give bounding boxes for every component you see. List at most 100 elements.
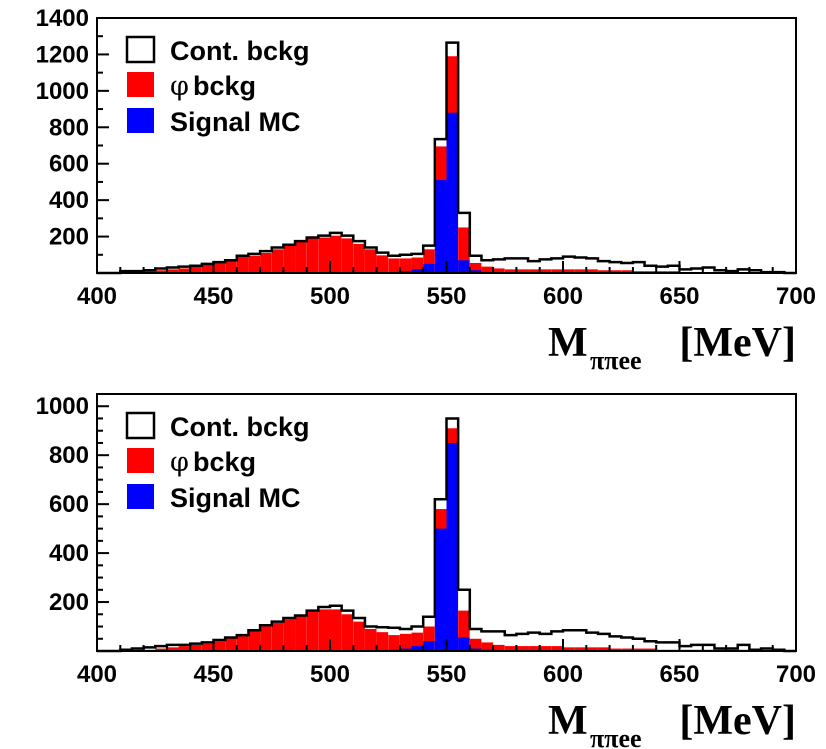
bar-cont-bckg [597,633,610,651]
legend-label: Signal MC [170,483,301,513]
bar-cont-bckg [551,258,563,273]
legend-label: bckg [193,447,256,477]
bar-cont-bckg [749,270,762,273]
x-axis-title-subscript: ππee [590,346,642,372]
legend-swatch [125,35,156,64]
y-tick-label: 600 [49,491,89,518]
y-tick-label: 600 [49,151,89,178]
legend-symbol-phi: φ [170,447,189,478]
legend-label: Cont. bckg [170,412,310,442]
bar-phi-bckg [609,648,622,651]
bar-phi-bckg [528,646,540,651]
bar-phi-bckg [539,646,552,651]
bar-phi-bckg [271,249,284,273]
x-tick-label: 500 [310,661,350,688]
bar-phi-bckg [493,644,505,651]
bar-phi-bckg [399,633,412,651]
bar-phi-bckg [423,626,435,651]
bar-cont-bckg [516,258,529,273]
bar-phi-bckg [364,249,377,273]
legend-swatch [127,108,154,133]
bar-cont-bckg [737,269,750,273]
bar-signal-mc [446,112,459,273]
bar-phi-bckg [155,648,167,651]
bar-signal-mc [423,263,435,273]
bar-signal-mc [469,270,482,273]
x-tick-label: 550 [426,283,466,310]
bar-cont-bckg [516,633,529,651]
bar-cont-bckg [597,261,610,273]
bar-cont-bckg [644,641,657,651]
bar-phi-bckg [166,647,179,651]
bar-phi-bckg [353,621,365,651]
bar-cont-bckg [481,631,494,651]
bar-phi-bckg [295,241,307,273]
bar-cont-bckg [528,261,540,273]
bar-phi-bckg [504,269,517,273]
bar-phi-bckg [283,619,296,651]
bar-phi-bckg [493,268,505,273]
x-tick-label: 400 [77,283,117,310]
bar-phi-bckg [376,632,389,651]
legend-swatch [127,484,154,509]
bar-cont-bckg [551,631,563,651]
bar-phi-bckg [563,269,575,273]
bar-phi-bckg [271,622,284,651]
bar-cont-bckg [714,270,727,273]
bar-cont-bckg [691,644,703,651]
y-tick-label: 1000 [36,393,89,420]
bar-cont-bckg [493,259,505,273]
bar-phi-bckg [621,270,633,273]
bar-cont-bckg [679,646,692,651]
bar-cont-bckg [504,635,517,651]
y-tick-label: 200 [49,589,89,616]
bar-signal-mc [458,637,470,651]
y-tick-label: 1000 [36,78,89,105]
legend-label: Signal MC [170,107,301,137]
bar-cont-bckg [632,262,645,273]
bar-phi-bckg [330,235,342,273]
x-axis-title-unit: [MeV] [679,320,796,366]
legend: Cont. bckg φ bckg Signal MC [125,35,310,137]
bar-phi-bckg [399,258,412,273]
bar-phi-bckg [260,626,272,651]
bar-cont-bckg [563,630,575,651]
y-tick-label: 200 [49,224,89,251]
bar-cont-bckg [702,644,715,651]
bar-phi-bckg [388,258,400,273]
legend: Cont. bckg φ bckg Signal MC [125,411,310,513]
bar-phi-bckg [621,648,633,651]
bar-cont-bckg [504,258,517,273]
x-tick-label: 600 [543,283,583,310]
bar-phi-bckg [306,611,319,651]
bar-cont-bckg [574,257,587,273]
bar-phi-bckg [376,255,389,273]
bar-phi-bckg [353,243,365,273]
x-tick-label: 700 [776,283,816,310]
x-tick-label: 600 [543,661,583,688]
x-axis-title-unit: [MeV] [679,698,796,744]
bar-phi-bckg [469,262,482,273]
bar-phi-bckg [248,255,261,273]
bar-cont-bckg [644,265,657,273]
bar-phi-bckg [306,238,319,273]
legend-symbol-phi: φ [170,71,189,102]
bar-phi-bckg [644,648,657,651]
bar-cont-bckg [609,262,622,273]
bar-cont-bckg [702,267,715,273]
bar-cont-bckg [667,642,680,651]
bar-signal-mc [434,180,447,273]
bar-phi-bckg [248,631,261,651]
bar-cont-bckg [143,647,156,651]
x-tick-label: 650 [659,283,699,310]
bar-cont-bckg [586,632,598,651]
bar-cont-bckg [656,266,668,273]
bar-cont-bckg [656,642,668,651]
bar-phi-bckg [341,614,354,651]
x-tick-label: 450 [193,661,233,688]
bar-cont-bckg [563,256,575,273]
bar-phi-bckg [609,270,622,273]
bar-cont-bckg [586,258,598,273]
y-tick-label: 400 [49,187,89,214]
